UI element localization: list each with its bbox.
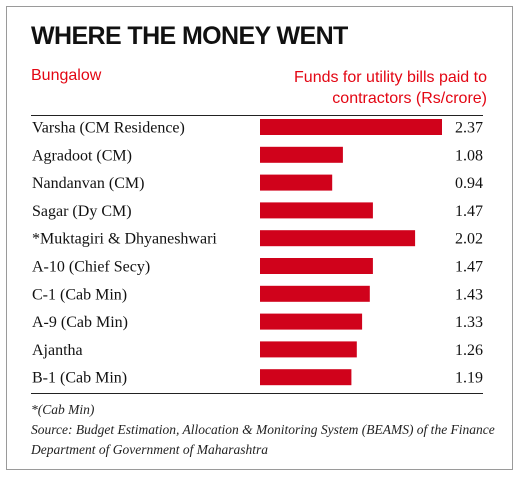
footnote-cab-min: *(Cab Min) [31,402,95,417]
chart-title: WHERE THE MONEY WENT [31,22,348,50]
value-label: 2.37 [455,120,483,137]
column-header-bungalow: Bungalow [31,67,102,84]
category-label: *Muktagiri & Dhyaneshwari [32,231,217,248]
category-label: Agradoot (CM) [32,147,132,164]
footnote: *(Cab Min) Source: Budget Estimation, Al… [31,400,501,460]
value-label: 1.43 [455,286,483,303]
bar [260,119,442,135]
category-label: Varsha (CM Residence) [32,120,185,137]
value-label: 1.08 [455,147,483,164]
value-label: 1.26 [455,342,483,359]
value-label: 1.47 [455,203,483,220]
category-label: Sagar (Dy CM) [32,203,132,220]
bar [260,146,343,163]
category-label: Nandanvan (CM) [32,175,144,192]
category-label: C-1 (Cab Min) [32,286,127,303]
bar [260,174,333,191]
value-label: 0.94 [455,175,483,192]
bar [260,341,357,358]
chart-frame [6,6,513,470]
header-rule [31,115,483,116]
category-label: A-10 (Chief Secy) [32,259,150,276]
bar [260,313,363,330]
bar [260,258,373,274]
column-header-funds: Funds for utility bills paid to contract… [294,69,487,107]
bar [260,202,373,219]
bar [260,230,416,247]
bar [260,369,352,386]
category-label: B-1 (Cab Min) [32,370,127,387]
category-label: Ajantha [32,342,83,359]
value-label: 1.33 [455,314,483,331]
category-label: A-9 (Cab Min) [32,314,128,331]
value-label: 2.02 [455,231,483,248]
footer-rule [31,393,483,394]
bar [260,285,370,302]
source-note: Source: Budget Estimation, Allocation & … [31,422,495,457]
value-label: 1.47 [455,259,483,276]
value-label: 1.19 [455,370,483,387]
